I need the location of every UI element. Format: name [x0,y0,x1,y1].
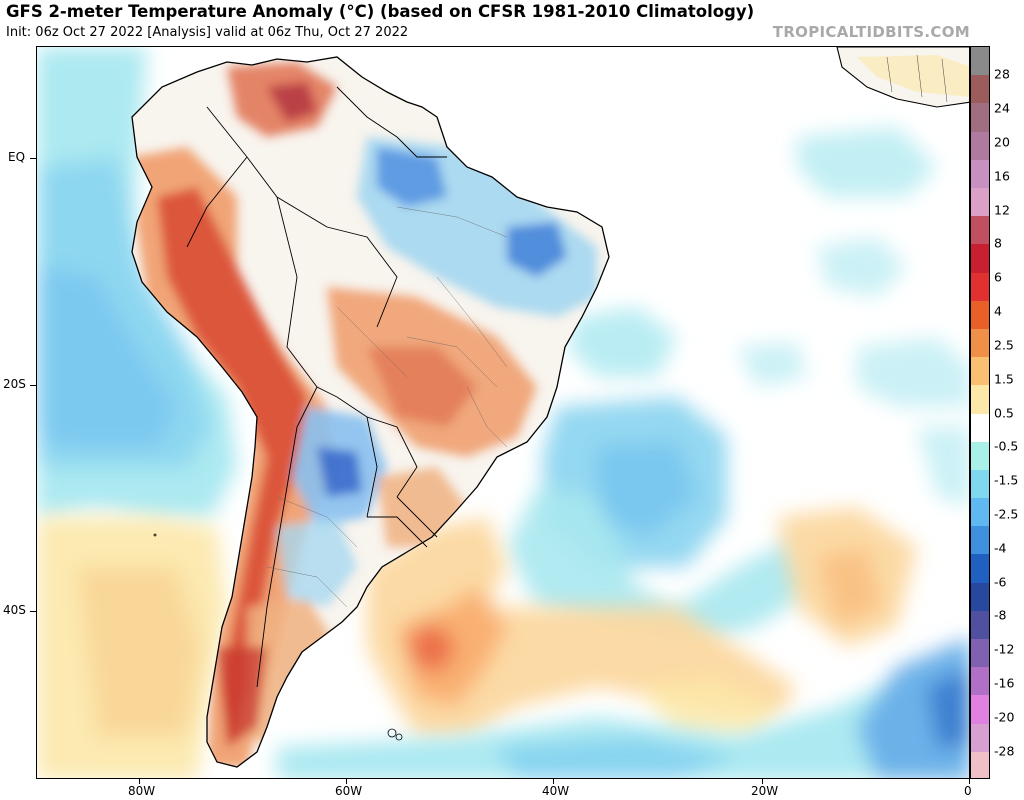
colorbar-label: 2.5 [994,337,1014,353]
colorbar-swatch [971,385,989,415]
colorbar-swatch [971,103,989,133]
colorbar-swatch [971,244,989,274]
map-canvas [37,47,969,778]
colorbar-label: -2.5 [994,506,1019,522]
colorbar-swatch [971,328,989,358]
lat-tick-eq [30,158,36,159]
colorbar-labels: 28 24 20 16 12 8 6 4 2.5 1.5 0.5 -0.5 -1.5 -2.5 -4 -6 -8… [990,46,1024,779]
colorbar-swatch [971,723,989,753]
colorbar-swatch [971,695,989,725]
country-borders [186,86,447,688]
colorbar-swatch [971,187,989,217]
map-title: GFS 2-meter Temperature Anomaly (°C) (ba… [6,2,755,21]
lat-label-40s: 40S [3,603,26,617]
map-subtitle: Init: 06z Oct 27 2022 [Analysis] valid a… [6,25,409,40]
colorbar-swatch [971,131,989,161]
colorbar-swatch [971,667,989,697]
colorbar-label: 24 [994,100,1010,116]
longitude-axis: 80W 60W 40W 20W 0 [36,779,972,800]
islands [153,533,403,741]
colorbar-swatch [971,413,989,443]
colorbar-swatch [971,526,989,556]
anomaly-map[interactable] [36,46,970,779]
colorbar-label: 20 [994,134,1010,150]
colorbar-swatch [971,75,989,105]
lat-label-eq: EQ [8,150,26,164]
colorbar-swatch [971,610,989,640]
colorbar-label: -6 [994,574,1007,590]
colorbar-swatch [971,357,989,387]
colorbar-swatch [971,469,989,499]
latitude-axis: EQ 20S 40S [0,46,36,779]
colorbar-label: 4 [994,303,1002,319]
colorbar-swatch [971,272,989,302]
map-header: GFS 2-meter Temperature Anomaly (°C) (ba… [0,0,1024,46]
colorbar-label: -0.5 [994,438,1019,454]
south-america-coastline [131,56,610,768]
colorbar-swatch [971,582,989,612]
lon-tick-20w [762,779,763,784]
colorbar-swatch [971,498,989,528]
colorbar-swatch [971,216,989,246]
colorbar-label: -8 [994,607,1007,623]
colorbar-label: -16 [994,675,1015,691]
colorbar-swatch [971,441,989,471]
watermark: TROPICALTIDBITS.COM [772,23,970,41]
pacific-cool-anomaly [37,47,237,517]
colorbar-label: -12 [994,641,1015,657]
colorbar-swatch [971,751,989,778]
africa-land [836,47,969,108]
lon-label-80w: 80W [128,784,156,798]
colorbar-label: -20 [994,709,1015,725]
lon-tick-80w [139,779,140,784]
south-atlantic-warm-anomaly [367,507,917,737]
pacific-warm-south [37,517,227,778]
colorbar-swatch [971,639,989,669]
colorbar [970,46,990,779]
lon-label-0: 0 [964,784,972,798]
colorbar-label: -4 [994,540,1007,556]
colorbar-swatch [971,300,989,330]
colorbar-label: 8 [994,235,1002,251]
lat-tick-20s [30,385,36,386]
southern-ocean-cool-anomaly [277,637,969,778]
colorbar-label: 16 [994,168,1010,184]
lon-label-40w: 40W [542,784,570,798]
lat-tick-40s [30,611,36,612]
lon-label-20w: 20W [751,784,779,798]
lon-tick-60w [346,779,347,784]
colorbar-label: 0.5 [994,405,1014,420]
colorbar-label: 6 [994,269,1002,285]
colorbar-swatch [971,159,989,189]
lon-tick-0 [969,779,970,784]
colorbar-swatch [971,554,989,584]
colorbar-swatch [971,47,989,76]
lat-label-20s: 20S [3,377,26,391]
state-borders [266,206,508,608]
colorbar-label: -28 [994,743,1015,759]
colorbar-label: 12 [994,202,1010,217]
colorbar-label: -1.5 [994,472,1019,488]
lon-tick-40w [553,779,554,784]
lon-label-60w: 60W [335,784,363,798]
colorbar-label: 28 [994,66,1010,82]
colorbar-label: 1.5 [994,371,1014,387]
